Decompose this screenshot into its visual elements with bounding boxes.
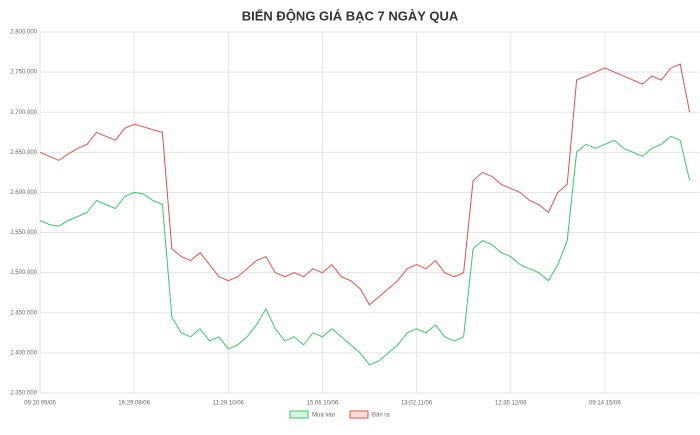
x-tick-label: 09:14 15/06 <box>589 401 621 407</box>
legend-swatch[interactable] <box>349 410 369 419</box>
y-tick-label: 2.400.000 <box>10 350 37 356</box>
line-series <box>39 135 691 366</box>
y-tick-label: 2.750.000 <box>10 70 37 76</box>
x-tick-label: 13:02 11/06 <box>401 401 433 407</box>
legend-label[interactable]: Bán ra <box>372 413 390 419</box>
x-tick-label: 16:29 09/06 <box>118 401 150 407</box>
y-tick-label: 2.600.000 <box>10 190 37 196</box>
y-tick-label: 2.650.000 <box>10 150 37 156</box>
x-tick-label: 11:29 10/06 <box>213 401 245 407</box>
chart-title: BIẾN ĐỘNG GIÁ BẠC 7 NGÀY QUA <box>242 8 459 23</box>
y-tick-label: 2.500.000 <box>10 270 37 276</box>
x-tick-label: 12:35 12/06 <box>495 401 527 407</box>
y-tick-label: 2.800.000 <box>10 30 37 36</box>
line-series <box>39 63 691 306</box>
legend-swatch[interactable] <box>289 410 309 419</box>
y-tick-label: 2.700.000 <box>10 110 37 116</box>
y-tick-label: 2.450.000 <box>10 310 37 316</box>
x-tick-label: 15:06 10/06 <box>307 401 339 407</box>
y-tick-label: 2.550.000 <box>10 230 37 236</box>
y-tick-label: 2.350.000 <box>10 391 37 397</box>
legend-label[interactable]: Mua vào <box>312 413 336 419</box>
x-tick-label: 09:20 09/06 <box>24 401 56 407</box>
